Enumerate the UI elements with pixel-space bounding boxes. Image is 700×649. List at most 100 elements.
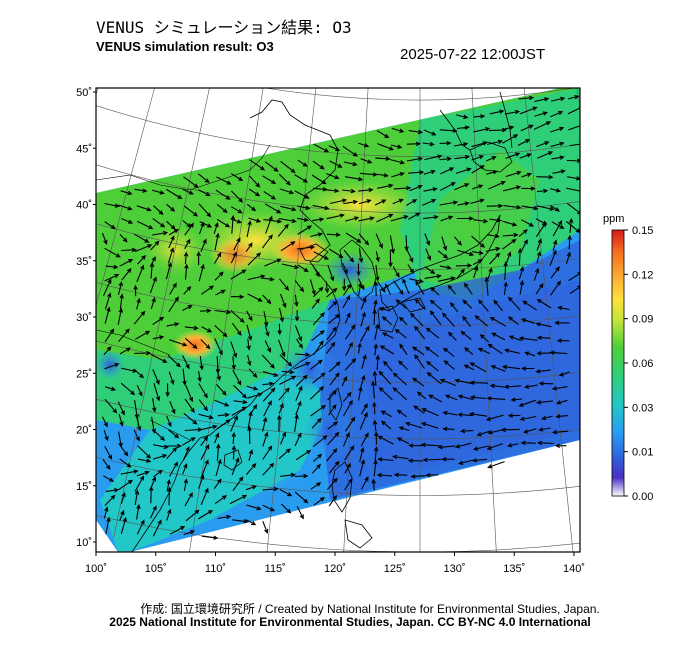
wind-arrow [378, 306, 391, 312]
wind-arrow [247, 392, 263, 399]
wind-arrow [505, 152, 521, 159]
longitude-label: 110˚ [205, 563, 226, 575]
wind-arrow [248, 217, 262, 223]
wind-arrow [534, 97, 550, 103]
wind-arrow [473, 126, 491, 133]
wind-arrow [473, 218, 489, 224]
wind-arrow [469, 395, 487, 400]
wind-arrow [393, 472, 408, 478]
wind-arrow [248, 175, 261, 188]
wind-arrow [104, 445, 113, 460]
wind-arrow [457, 412, 473, 417]
wind-arrow [402, 278, 410, 295]
wind-arrow [248, 188, 261, 197]
wind-arrow [198, 399, 208, 412]
wind-arrow [279, 488, 293, 497]
wind-arrow [261, 234, 273, 249]
wind-arrow [217, 514, 232, 520]
wind-arrow [262, 175, 277, 185]
wind-arrow [312, 217, 325, 222]
wind-arrow [568, 125, 580, 131]
wind-arrow [410, 474, 426, 479]
wind-arrow [118, 443, 129, 457]
wind-arrow [399, 316, 408, 326]
wind-arrow [470, 198, 485, 205]
wind-arrow [424, 266, 436, 275]
wind-arrow [567, 94, 580, 100]
wind-arrow [183, 251, 189, 265]
wind-arrow [121, 247, 137, 253]
wind-arrow [521, 219, 534, 227]
wind-arrow [277, 323, 282, 336]
wind-arrow [392, 454, 409, 460]
wind-arrow [281, 263, 300, 270]
wind-arrow [507, 296, 521, 311]
wind-arrow [327, 300, 338, 311]
wind-arrow [389, 235, 396, 255]
wind-arrow [118, 204, 133, 211]
wind-arrow [486, 203, 504, 209]
wind-arrow [371, 478, 376, 491]
wind-arrow [395, 299, 407, 309]
wind-arrow [502, 220, 518, 227]
wind-arrow [153, 383, 161, 402]
wind-arrow [567, 176, 580, 181]
wind-arrow [508, 335, 522, 342]
wind-arrow [344, 462, 351, 474]
wind-arrow [557, 305, 570, 311]
wind-arrow [414, 298, 426, 310]
wind-arrow [328, 460, 340, 474]
wind-arrow [420, 442, 440, 448]
latitude-labels: 50˚ 45˚ 40˚ 35˚ 30˚ 25˚ 20˚ 15˚ 10˚ [76, 87, 96, 549]
wind-arrow [169, 525, 186, 535]
wind-arrow [169, 339, 188, 347]
wind-arrow [246, 310, 253, 322]
wind-arrow [295, 385, 303, 401]
wind-arrow [295, 374, 308, 387]
wind-arrow [552, 219, 563, 237]
wind-arrow [518, 265, 525, 280]
wind-arrow [104, 306, 111, 324]
wind-arrow [550, 141, 565, 148]
wind-arrow [294, 491, 309, 504]
wind-arrow [421, 408, 439, 417]
wind-arrow [385, 283, 391, 295]
wind-arrow [232, 519, 249, 524]
wind-arrow [153, 444, 169, 450]
wind-arrow [184, 337, 198, 350]
wind-arrow [198, 189, 211, 197]
wind-arrow [166, 446, 178, 460]
wind-arrow [343, 399, 353, 417]
wind-arrow [536, 250, 542, 264]
wind-arrow [149, 276, 157, 294]
latitude-label: 50˚ [76, 87, 92, 99]
wind-arrow [296, 338, 304, 349]
wind-arrow [375, 354, 381, 371]
wind-arrow [264, 325, 270, 337]
wind-arrow [380, 410, 392, 418]
wind-arrow [297, 159, 308, 167]
wind-arrow [231, 190, 244, 203]
colorbar-tick-label: 0.06 [632, 358, 653, 370]
wind-arrow [182, 355, 190, 370]
wind-arrow [152, 230, 169, 236]
wind-arrow [407, 458, 423, 463]
wind-arrow [472, 445, 490, 451]
wind-arrow [462, 315, 471, 327]
wind-arrow [549, 188, 562, 193]
wind-arrow [169, 282, 177, 295]
wind-arrow [133, 368, 145, 379]
wind-arrow [295, 400, 302, 416]
wind-arrow [409, 278, 425, 284]
wind-arrow [360, 158, 373, 164]
wind-arrow [425, 327, 440, 339]
wind-arrow [377, 281, 386, 293]
wind-arrow [103, 346, 112, 356]
wind-arrow [105, 487, 120, 493]
graticule-lines [96, 88, 580, 552]
wind-arrow [487, 267, 493, 280]
colorbar-unit: ppm [603, 213, 624, 225]
wind-arrow [152, 369, 160, 385]
wind-arrow [408, 443, 423, 448]
